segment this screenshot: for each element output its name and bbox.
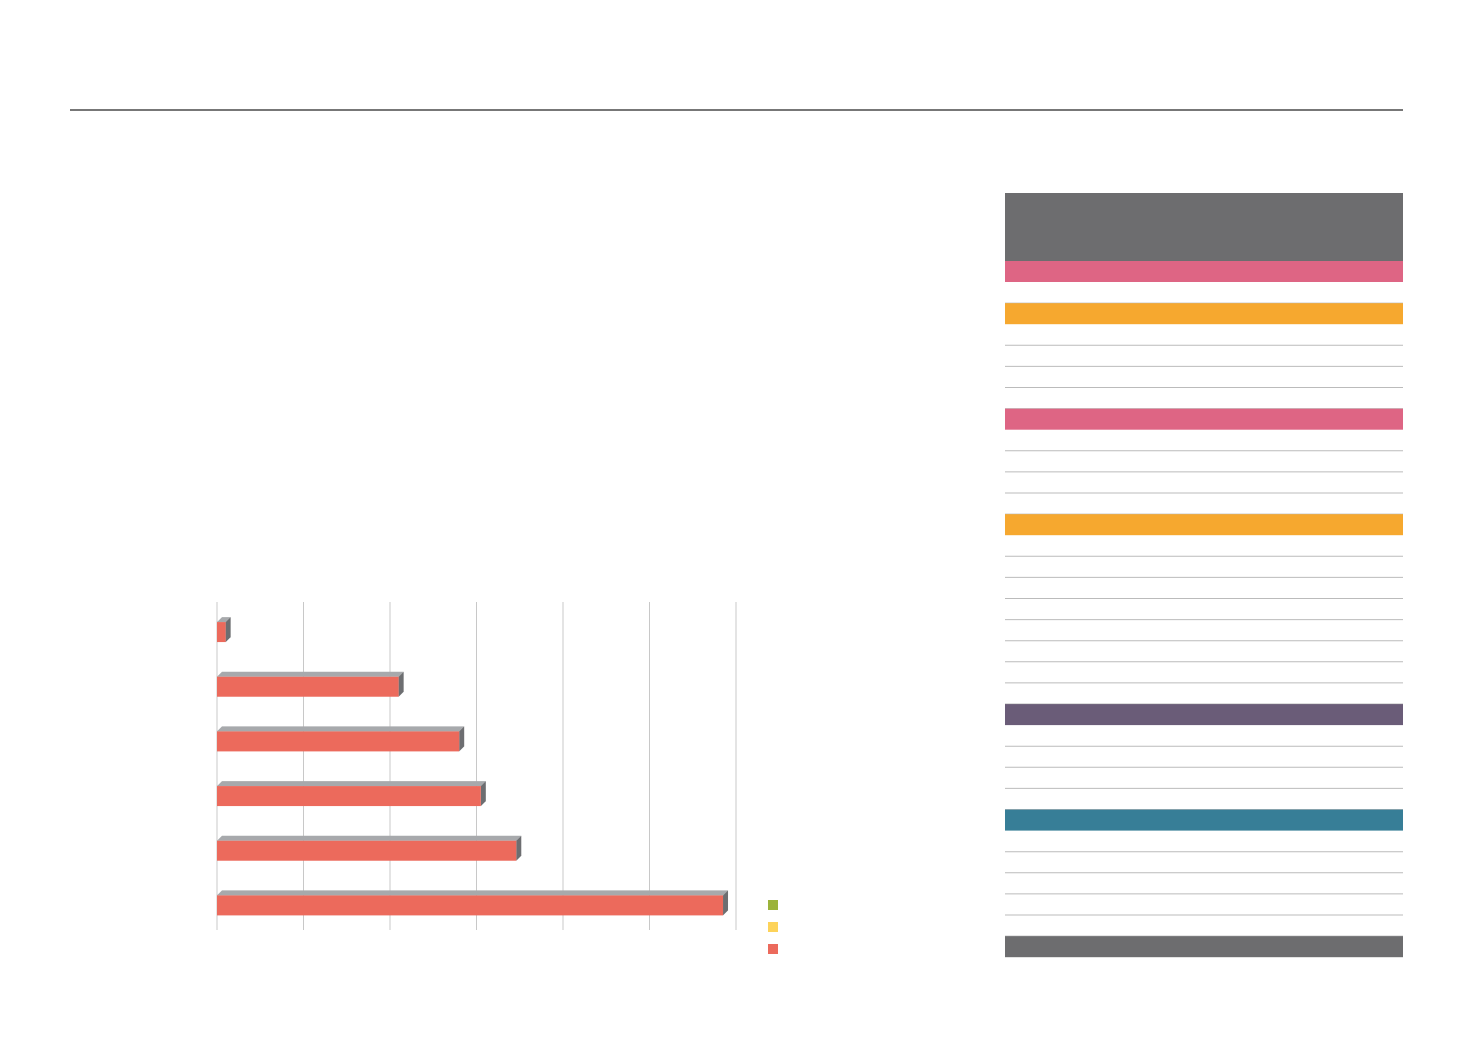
table-band (1005, 809, 1403, 831)
bar-side (225, 617, 231, 643)
bar (217, 840, 517, 861)
table-band (1005, 408, 1403, 430)
table-header (1005, 193, 1403, 261)
bar-top (217, 781, 486, 787)
bar-top (217, 671, 404, 677)
legend (768, 900, 778, 954)
legend-swatch (768, 900, 778, 910)
bar-side (516, 835, 522, 861)
bar (217, 676, 399, 697)
bar-top (217, 617, 231, 623)
bar (217, 731, 460, 752)
table-band (1005, 303, 1403, 325)
bar-top (217, 835, 522, 841)
bar-side (398, 671, 404, 697)
chart (216, 602, 737, 930)
table (1005, 193, 1403, 958)
table-band (1005, 704, 1403, 726)
table-band (1005, 261, 1403, 282)
bar (217, 622, 226, 643)
legend-swatch (768, 944, 778, 954)
table-band (1005, 514, 1403, 536)
bar-side (723, 890, 729, 916)
bar-side (459, 726, 465, 752)
legend-swatch (768, 922, 778, 932)
bar (217, 895, 724, 916)
bar-side (480, 781, 486, 807)
bar-top (217, 890, 729, 896)
bar-top (217, 726, 465, 732)
bar (217, 786, 481, 807)
table-band (1005, 936, 1403, 958)
